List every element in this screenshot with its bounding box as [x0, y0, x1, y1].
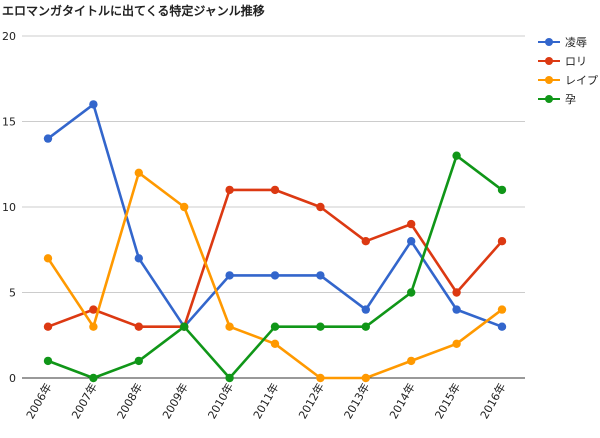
data-point: [270, 271, 280, 280]
data-point: [89, 373, 98, 383]
legend-label: レイプ: [565, 73, 598, 87]
legend-label: 孕: [565, 92, 576, 106]
data-point: [225, 185, 234, 195]
x-tick-label: 2009年: [159, 381, 191, 422]
data-point: [407, 356, 416, 366]
data-point: [134, 168, 143, 177]
x-tick-label: 2008年: [114, 381, 146, 422]
x-tick-label: 2013年: [341, 381, 373, 422]
data-point: [497, 185, 507, 195]
data-point: [134, 322, 143, 331]
data-point: [225, 271, 234, 280]
series-line-2: [47, 188, 503, 329]
legend-item: 凌辱: [538, 32, 598, 51]
data-point: [89, 322, 98, 331]
data-point: [316, 322, 325, 331]
data-point: [270, 339, 280, 348]
legend-item: 孕: [538, 89, 598, 108]
y-tick-label: 20: [2, 30, 16, 43]
data-point: [270, 322, 280, 331]
legend-label: 凌辱: [565, 35, 587, 49]
data-point: [361, 322, 370, 331]
data-point: [407, 288, 416, 297]
legend-swatch: [538, 94, 560, 104]
legend: 凌辱 ロリ レイプ孕: [538, 32, 598, 108]
x-tick-label: 2007年: [68, 381, 100, 422]
x-tick-label: 2015年: [432, 381, 464, 422]
data-point: [361, 237, 370, 246]
x-tick-label: 2014年: [386, 381, 418, 422]
data-point: [180, 202, 189, 212]
legend-swatch: [538, 75, 560, 85]
data-point: [407, 237, 416, 246]
data-point: [407, 219, 416, 229]
data-point: [361, 373, 370, 383]
data-point: [361, 305, 370, 314]
data-point: [316, 373, 325, 383]
chart-title: エロマンガタイトルに出てくる特定ジャンル推移: [2, 4, 265, 18]
y-tick-label: 5: [9, 287, 16, 300]
data-point: [497, 305, 507, 314]
data-point: [134, 254, 143, 263]
data-point: [452, 305, 461, 314]
legend-label: ロリ: [565, 54, 587, 68]
x-tick-label: 2006年: [23, 381, 55, 422]
x-tick-label: 2012年: [295, 381, 327, 422]
data-point: [89, 305, 98, 314]
data-point: [497, 237, 507, 246]
data-point: [452, 151, 461, 160]
data-point: [43, 322, 53, 331]
data-point: [270, 185, 280, 195]
y-tick-label: 10: [2, 201, 16, 214]
data-point: [43, 254, 53, 263]
x-tick-label: 2011年: [250, 381, 282, 422]
legend-swatch: [538, 37, 560, 47]
data-point: [316, 271, 325, 280]
x-tick-label: 2016年: [477, 381, 509, 422]
data-point: [43, 356, 53, 366]
data-point: [225, 373, 234, 383]
data-point: [452, 339, 461, 348]
legend-swatch: [538, 56, 560, 66]
y-tick-label: 15: [2, 116, 16, 129]
data-point: [452, 288, 461, 297]
data-point: [134, 356, 143, 366]
y-tick-label: 0: [9, 372, 16, 385]
data-point: [89, 100, 98, 109]
data-point: [316, 202, 325, 212]
series-line-1: [47, 103, 503, 329]
data-point: [180, 322, 189, 331]
legend-item: ロリ: [538, 51, 598, 70]
data-point: [43, 134, 53, 143]
data-point: [225, 322, 234, 331]
data-point: [497, 322, 507, 331]
legend-item: レイプ: [538, 70, 598, 89]
x-tick-label: 2010年: [205, 381, 237, 422]
